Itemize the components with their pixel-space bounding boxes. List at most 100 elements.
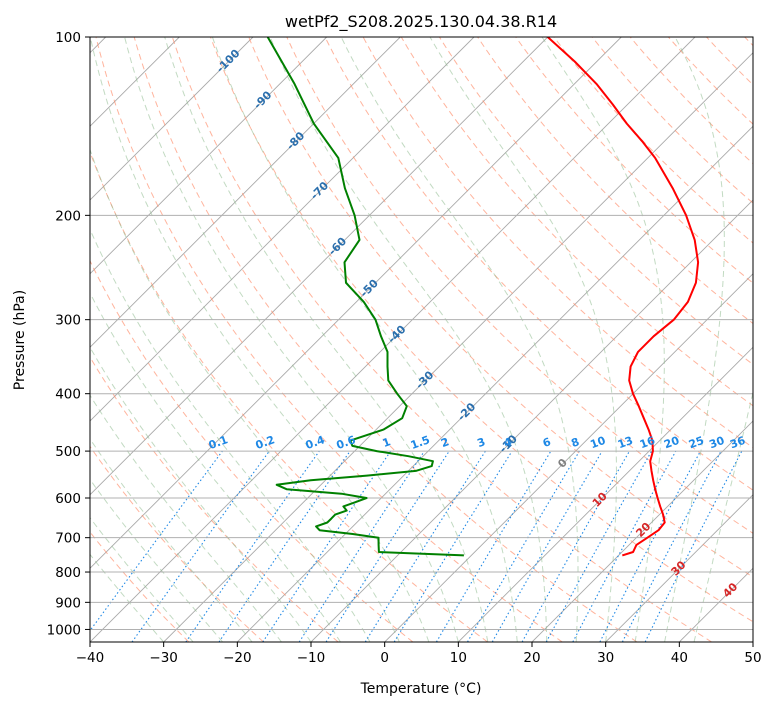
dry-adiabat-line	[133, 37, 638, 642]
x-tick-label: −20	[223, 650, 252, 666]
moist-adiabat-line	[541, 37, 665, 642]
moist-adiabat-line	[164, 37, 489, 642]
moist-adiabat-line	[90, 394, 282, 642]
mixing-ratio-label: 0.6	[335, 433, 358, 452]
mixing-ratio-line	[325, 450, 450, 642]
dry-adiabat-line	[477, 37, 753, 325]
moist-adiabat-line	[90, 346, 312, 642]
y-tick-label: 700	[55, 531, 81, 547]
chart-title: wetPf2_S208.2025.130.04.38.R14	[285, 12, 557, 32]
mixing-ratio-label: 0.2	[254, 433, 277, 452]
isotherm-line	[163, 52, 753, 642]
x-tick-label: 50	[744, 650, 761, 666]
mixing-ratio-line	[218, 450, 351, 642]
moist-adiabat-line	[90, 148, 400, 642]
dry-adiabat-line	[248, 37, 753, 578]
moist-adiabat-line	[90, 516, 194, 642]
plot-frame	[89, 36, 754, 643]
mixing-ratio-label: 10	[589, 434, 608, 452]
mixing-ratio-label: 3	[475, 435, 487, 450]
y-tick-label: 600	[55, 491, 81, 507]
moist-adiabat-line	[90, 37, 430, 642]
isotherm-line	[90, 37, 475, 422]
dry-adiabat-line	[591, 37, 753, 204]
mixing-ratio-line	[131, 450, 270, 642]
moist-adiabat-line	[693, 390, 753, 642]
mixing-ratio-label: 25	[687, 434, 706, 451]
isotherm-line	[90, 37, 254, 201]
mixing-ratio-line	[545, 450, 653, 642]
x-tick-label: 30	[597, 650, 614, 666]
isotherm-line	[90, 37, 622, 569]
mixing-ratio-label: 6	[541, 435, 553, 450]
dry-adiabat-line	[95, 37, 563, 642]
mixing-ratio-line	[90, 450, 223, 632]
mixing-ratio-line	[644, 450, 743, 642]
y-tick-label: 100	[55, 30, 81, 46]
mixing-ratio-line	[185, 450, 320, 642]
isotherm-line	[90, 37, 696, 642]
y-tick-label: 1000	[47, 622, 81, 638]
moist-adiabat-line	[90, 438, 253, 642]
mixing-ratio-line	[572, 450, 677, 642]
mixing-ratio-line	[262, 450, 392, 642]
y-tick-label: 200	[55, 208, 81, 224]
y-tick-label: 500	[55, 444, 81, 460]
dry-adiabat-line	[324, 37, 753, 491]
dewpoint-line	[266, 37, 464, 557]
isotherm-line	[457, 346, 753, 642]
x-tick-label: −30	[149, 650, 178, 666]
mixing-ratio-label: 0.1	[207, 433, 230, 452]
mixing-ratio-labels: 0.1 0.2 0.4 0.6 1 1.5 2 3 4 6 8 10 13 16 20 25 30 36	[207, 433, 748, 452]
dry-adiabat-line	[90, 259, 414, 642]
moist-adiabat-line	[429, 37, 617, 642]
y-tick-label: 800	[55, 565, 81, 581]
dry-adiabat-line	[210, 37, 753, 623]
dry-adiabat-line	[171, 37, 712, 642]
mixing-ratio-label: 1	[381, 435, 393, 450]
mixing-ratio-label: 0.4	[304, 433, 327, 452]
isotherm-line	[90, 37, 401, 348]
isotherm-line	[90, 37, 328, 275]
moist-adiabat-line	[90, 478, 223, 642]
x-tick-label: −10	[297, 650, 326, 666]
dry-adiabat-line	[629, 37, 753, 165]
mixing-ratio-line	[393, 450, 513, 642]
dry-adiabat-line	[400, 37, 753, 407]
x-tick-label: 20	[523, 650, 540, 666]
dry-adiabat-line	[515, 37, 753, 284]
mixing-ratio-label: 13	[616, 434, 635, 451]
moist-adiabat-line	[664, 37, 725, 642]
mixing-ratio-label: 8	[569, 435, 581, 450]
isotherm-line	[605, 494, 753, 642]
x-tick-label: 10	[450, 650, 467, 666]
moist-adiabat-line	[340, 37, 579, 642]
moist-adiabat-line	[90, 553, 165, 642]
dry-adiabat-line	[90, 445, 264, 642]
mixing-ratio-label: 16	[638, 434, 657, 452]
mixing-ratio-label: 2	[439, 435, 451, 450]
isotherm-line	[90, 37, 549, 496]
mixing-ratio-label: 36	[728, 434, 747, 452]
y-axis-title: Pressure (hPa)	[12, 290, 28, 390]
y-axis-ticks: 100 200 300 400 500 600 700 800 900 1000	[47, 30, 90, 638]
mixing-ratio-label: 20	[662, 434, 681, 452]
moist-adiabat-line	[90, 228, 371, 642]
mixing-ratio-line	[521, 450, 630, 642]
temperature-line	[547, 37, 700, 557]
y-tick-label: 300	[55, 313, 81, 329]
moist-adiabat-line	[124, 37, 459, 642]
moist-adiabat-line	[269, 37, 548, 642]
isotherm-line	[236, 125, 753, 642]
mixing-ratio-label: 4	[502, 435, 514, 450]
pressure-gridlines	[90, 37, 753, 630]
isotherm-line	[384, 273, 753, 642]
sounding-series	[266, 37, 700, 557]
x-tick-label: −40	[76, 650, 105, 666]
moist-adiabat-line	[90, 292, 341, 642]
background-lines	[90, 37, 753, 642]
x-axis-title: Temperature (°C)	[360, 681, 482, 697]
mixing-ratio-label: 30	[707, 434, 726, 452]
moist-adiabat-line	[211, 37, 518, 642]
